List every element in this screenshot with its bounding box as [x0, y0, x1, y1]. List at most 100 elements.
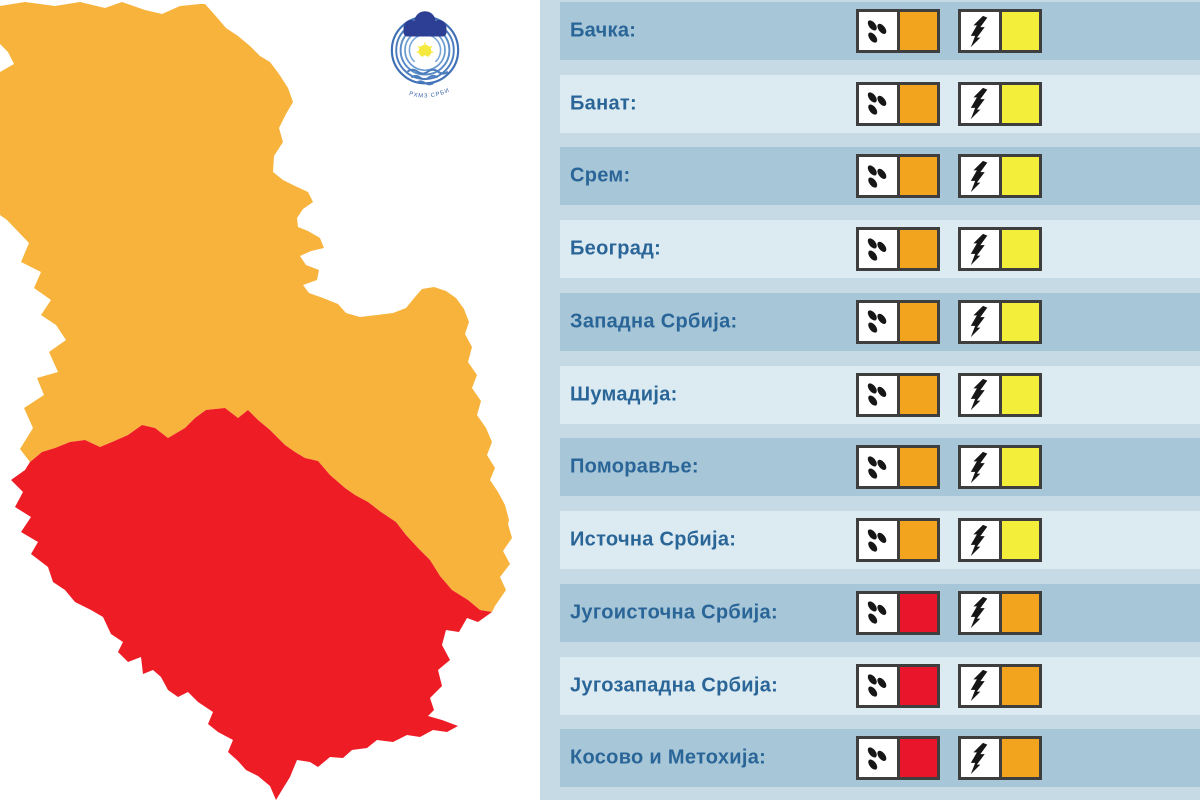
warning-level-yellow [998, 157, 1039, 196]
thunderstorm-icon-cell [961, 521, 999, 560]
warning-indicators [856, 9, 1042, 53]
serbia-map-svg [0, 2, 512, 800]
rain-icon [868, 310, 887, 334]
thunderstorm-warning-indicator [958, 299, 1042, 344]
rain-icon [868, 601, 887, 624]
rain-icon-cell [859, 739, 897, 778]
warning-level-yellow [998, 302, 1039, 341]
rain-icon-cell [859, 448, 897, 487]
region-row[interactable]: Југоисточна Србија: [560, 583, 1200, 642]
region-row[interactable]: Бачка: [560, 2, 1200, 60]
warning-indicators [856, 736, 1042, 781]
region-label: Шумадија: [570, 383, 678, 406]
rain-icon-cell [859, 12, 897, 50]
warning-indicators [856, 372, 1042, 417]
thunderstorm-warning-indicator [958, 154, 1042, 199]
rain-icon [868, 19, 887, 43]
rain-icon-cell [859, 230, 897, 269]
thunderstorm-icon-cell [961, 666, 999, 705]
rain-icon [868, 674, 887, 697]
warning-level-red [896, 666, 937, 705]
rain-icon [868, 165, 887, 188]
thunderstorm-icon [971, 742, 988, 774]
map-region-north-orange[interactable] [0, 2, 512, 612]
rain-warning-indicator [856, 736, 940, 781]
rain-warning-indicator [856, 590, 940, 635]
rain-icon [868, 456, 887, 479]
thunderstorm-icon-cell [961, 375, 999, 414]
region-row[interactable]: Поморавље: [560, 438, 1200, 497]
rain-icon [868, 528, 887, 552]
region-row[interactable]: Југозападна Србија: [560, 656, 1200, 715]
thunderstorm-warning-indicator [958, 663, 1042, 708]
rain-warning-indicator [856, 663, 940, 708]
region-row[interactable]: Источна Србија: [560, 511, 1200, 570]
warning-indicators [856, 154, 1042, 199]
thunderstorm-warning-indicator [958, 227, 1042, 272]
thunderstorm-icon-cell [961, 84, 999, 123]
rain-warning-indicator [856, 227, 940, 272]
rain-icon [868, 92, 887, 115]
thunderstorm-icon [971, 160, 988, 193]
thunderstorm-icon [971, 597, 988, 629]
warning-indicators [856, 299, 1042, 344]
region-row[interactable]: Западна Србија: [560, 292, 1200, 351]
warning-level-yellow [998, 448, 1039, 487]
rain-icon-cell [859, 375, 897, 414]
region-row[interactable]: Срем: [560, 147, 1200, 206]
warning-level-red [896, 739, 937, 778]
map-region-south-red[interactable] [11, 408, 492, 800]
thunderstorm-icon [971, 306, 988, 338]
warning-level-orange [896, 157, 937, 196]
rain-warning-indicator [856, 154, 940, 199]
region-row[interactable]: Шумадија: [560, 365, 1200, 424]
warnings-panel: Бачка: Банат: Срем: Београд: Западна Србија:… [540, 0, 1200, 800]
thunderstorm-warning-indicator [958, 736, 1042, 781]
rain-warning-indicator [856, 81, 940, 126]
warning-level-orange [896, 230, 937, 269]
region-label: Срем: [570, 164, 631, 187]
warning-level-orange [998, 666, 1039, 705]
thunderstorm-icon [971, 669, 988, 702]
thunderstorm-warning-indicator [958, 518, 1042, 563]
region-label: Банат: [570, 92, 637, 115]
region-label: Југозападна Србија: [570, 674, 779, 697]
region-label: Београд: [570, 237, 662, 260]
thunderstorm-warning-indicator [958, 445, 1042, 490]
warning-level-orange [896, 448, 937, 487]
logo-waves-icon [406, 68, 449, 86]
region-row[interactable]: Банат: [560, 74, 1200, 133]
region-row[interactable]: Косово и Метохија: [560, 729, 1200, 788]
thunderstorm-icon [971, 524, 988, 556]
thunderstorm-icon [971, 451, 988, 483]
logo-cloud-icon [403, 11, 447, 37]
warning-indicators [856, 590, 1042, 635]
warning-level-orange [896, 302, 937, 341]
rain-icon-cell [859, 666, 897, 705]
region-row[interactable]: Београд: [560, 220, 1200, 279]
warning-indicators [856, 445, 1042, 490]
region-label: Источна Србија: [570, 528, 737, 551]
warning-indicators [856, 518, 1042, 563]
thunderstorm-icon-cell [961, 739, 999, 778]
thunderstorm-warning-indicator [958, 9, 1042, 53]
thunderstorm-icon-cell [961, 230, 999, 269]
warning-level-yellow [998, 521, 1039, 560]
rain-icon [868, 238, 887, 261]
thunderstorm-icon [971, 378, 988, 411]
warning-indicators [856, 81, 1042, 126]
logo-sun-icon [416, 42, 434, 58]
rain-warning-indicator [856, 372, 940, 417]
region-label: Југоисточна Србија: [570, 601, 778, 624]
thunderstorm-icon-cell [961, 157, 999, 196]
rhmz-logo: РХМЗ СРБИЈЕ [386, 8, 460, 100]
warning-indicators [856, 663, 1042, 708]
rain-warning-indicator [856, 299, 940, 344]
warning-level-orange [896, 12, 937, 50]
region-label: Поморавље: [570, 455, 699, 478]
serbia-warning-map: РХМЗ СРБИЈЕ [0, 0, 540, 800]
warning-level-orange [896, 84, 937, 123]
warning-level-red [896, 593, 937, 632]
rain-warning-indicator [856, 518, 940, 563]
region-label: Бачка: [570, 19, 637, 42]
